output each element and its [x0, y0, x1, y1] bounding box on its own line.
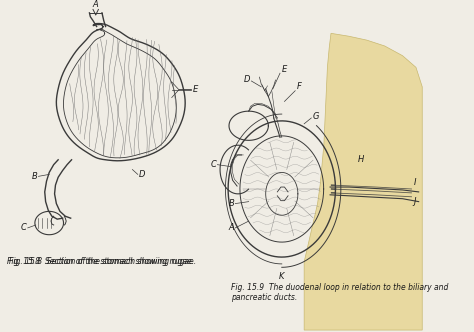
Text: G: G: [313, 112, 319, 121]
Text: K: K: [279, 272, 284, 281]
Text: E: E: [282, 65, 287, 74]
Text: J: J: [413, 197, 416, 206]
Text: D: D: [139, 170, 145, 179]
Text: Fig. 15.8  Section of the stomach showing rugae.: Fig. 15.8 Section of the stomach showing…: [9, 257, 196, 266]
Text: H: H: [358, 155, 364, 164]
Text: pancreatic ducts.: pancreatic ducts.: [231, 293, 297, 302]
Text: Fig. 15.9  The duodenal loop in relation to the biliary and: Fig. 15.9 The duodenal loop in relation …: [231, 283, 448, 292]
Text: D: D: [244, 75, 250, 84]
Text: B: B: [228, 199, 234, 208]
Text: A: A: [228, 223, 234, 232]
Text: F: F: [297, 82, 302, 91]
Text: B: B: [32, 172, 37, 181]
Text: A: A: [93, 0, 99, 9]
Text: E: E: [192, 85, 198, 94]
Text: C: C: [210, 160, 217, 169]
Text: I: I: [413, 178, 416, 187]
Text: C: C: [21, 223, 27, 232]
Text: Fig. 15.8  Section of the stomach showing rugae.: Fig. 15.8 Section of the stomach showing…: [7, 257, 194, 266]
Polygon shape: [304, 33, 422, 330]
